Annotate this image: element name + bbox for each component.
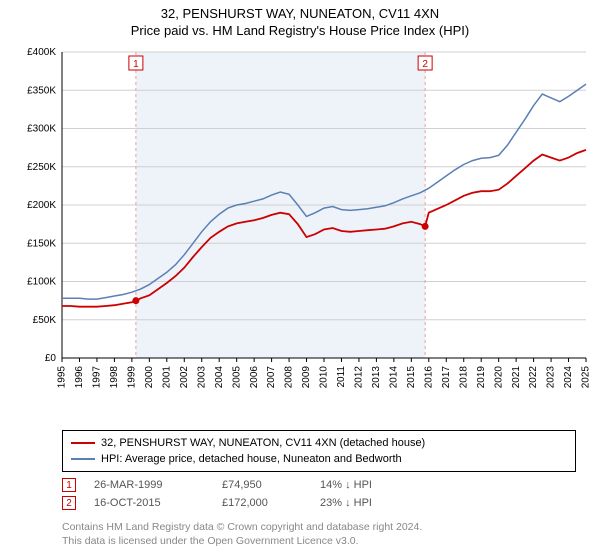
svg-text:2023: 2023 (546, 366, 557, 389)
sale-row: 1 26-MAR-1999 £74,950 14% ↓ HPI (62, 478, 576, 492)
sale-price: £172,000 (222, 497, 302, 509)
svg-text:2020: 2020 (493, 366, 504, 389)
legend-item: 32, PENSHURST WAY, NUNEATON, CV11 4XN (d… (71, 435, 567, 451)
svg-text:£400K: £400K (27, 47, 56, 58)
svg-text:2006: 2006 (249, 366, 260, 389)
svg-text:2019: 2019 (476, 366, 487, 389)
title-address: 32, PENSHURST WAY, NUNEATON, CV11 4XN (8, 6, 592, 21)
legend-label: HPI: Average price, detached house, Nune… (101, 453, 402, 465)
svg-text:2015: 2015 (406, 366, 417, 389)
svg-text:1996: 1996 (74, 366, 85, 389)
sale-delta: 23% ↓ HPI (320, 497, 410, 509)
svg-text:2014: 2014 (389, 366, 400, 389)
svg-text:2000: 2000 (144, 366, 155, 389)
svg-text:2013: 2013 (371, 366, 382, 389)
svg-text:2022: 2022 (528, 366, 539, 389)
svg-text:2021: 2021 (511, 366, 522, 389)
footer-line1: Contains HM Land Registry data © Crown c… (62, 520, 576, 534)
svg-text:1997: 1997 (92, 366, 103, 389)
svg-text:£50K: £50K (33, 315, 57, 326)
legend-label: 32, PENSHURST WAY, NUNEATON, CV11 4XN (d… (101, 437, 425, 449)
svg-text:2004: 2004 (214, 366, 225, 389)
svg-text:1995: 1995 (57, 366, 68, 389)
svg-text:1999: 1999 (127, 366, 138, 389)
svg-text:£250K: £250K (27, 162, 56, 173)
svg-text:2005: 2005 (231, 366, 242, 389)
sale-row: 2 16-OCT-2015 £172,000 23% ↓ HPI (62, 496, 576, 510)
svg-text:2003: 2003 (196, 366, 207, 389)
sale-date: 26-MAR-1999 (94, 479, 204, 491)
legend-swatch (71, 442, 95, 444)
sale-marker-icon: 1 (62, 478, 76, 492)
svg-text:£100K: £100K (27, 277, 56, 288)
svg-text:2016: 2016 (423, 366, 434, 389)
footer-attribution: Contains HM Land Registry data © Crown c… (62, 520, 576, 548)
svg-text:2018: 2018 (458, 366, 469, 389)
legend-item: HPI: Average price, detached house, Nune… (71, 451, 567, 467)
titles: 32, PENSHURST WAY, NUNEATON, CV11 4XN Pr… (0, 0, 600, 42)
svg-text:2011: 2011 (336, 366, 347, 388)
chart-svg: £0 £50K £100K £150K £200K £250K £300K £350K £400… (0, 42, 600, 422)
chart: £0 £50K £100K £150K £200K £250K £300K £350K £400… (0, 42, 600, 422)
svg-text:2002: 2002 (179, 366, 190, 389)
sale-price: £74,950 (222, 479, 302, 491)
svg-text:2008: 2008 (284, 366, 295, 389)
svg-text:2025: 2025 (581, 366, 592, 389)
sale-date: 16-OCT-2015 (94, 497, 204, 509)
svg-text:2009: 2009 (301, 366, 312, 389)
svg-text:£0: £0 (45, 353, 57, 364)
figure-container: 32, PENSHURST WAY, NUNEATON, CV11 4XN Pr… (0, 0, 600, 548)
svg-text:£300K: £300K (27, 124, 56, 135)
svg-text:2: 2 (422, 59, 428, 70)
title-subtitle: Price paid vs. HM Land Registry's House … (8, 23, 592, 38)
svg-text:2024: 2024 (563, 366, 574, 389)
svg-text:1998: 1998 (109, 366, 120, 389)
svg-text:2010: 2010 (319, 366, 330, 389)
legend: 32, PENSHURST WAY, NUNEATON, CV11 4XN (d… (62, 430, 576, 472)
sales-list: 1 26-MAR-1999 £74,950 14% ↓ HPI 2 16-OCT-2015… (0, 478, 600, 510)
svg-text:2001: 2001 (161, 366, 172, 389)
svg-text:2007: 2007 (266, 366, 277, 389)
svg-text:£200K: £200K (27, 200, 56, 211)
sale-marker-icon: 2 (62, 496, 76, 510)
footer-line2: This data is licensed under the Open Gov… (62, 534, 576, 548)
svg-text:£350K: £350K (27, 85, 56, 96)
svg-text:£150K: £150K (27, 238, 56, 249)
sale-delta: 14% ↓ HPI (320, 479, 410, 491)
legend-swatch (71, 458, 95, 460)
svg-text:1: 1 (133, 59, 139, 70)
svg-text:2017: 2017 (441, 366, 452, 389)
svg-text:2012: 2012 (354, 366, 365, 389)
